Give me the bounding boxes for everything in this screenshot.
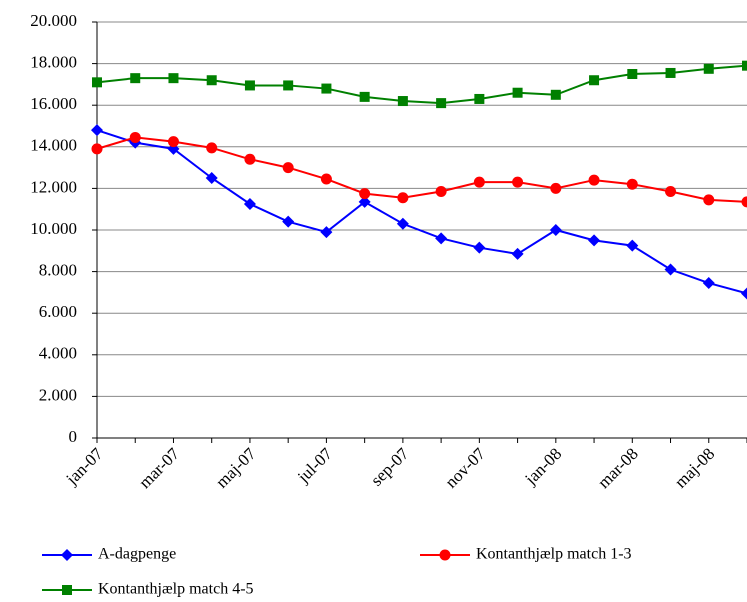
x-tick-label: jul-07 [293, 444, 336, 487]
y-tick-label: 8.000 [39, 261, 77, 280]
x-tick-label: mar-08 [594, 444, 642, 492]
point [588, 234, 601, 247]
point [512, 176, 524, 188]
series-line [96, 129, 747, 295]
point [244, 80, 255, 91]
y-tick-label: 14.000 [30, 136, 77, 155]
y-tick-label: 2.000 [39, 385, 77, 404]
point [665, 186, 677, 198]
point [550, 182, 562, 194]
point [397, 192, 409, 204]
y-tick-label: 0 [69, 427, 78, 446]
legend-marker [62, 585, 72, 595]
point [473, 241, 486, 254]
point [702, 277, 715, 290]
point [282, 162, 294, 174]
point [397, 96, 408, 107]
point [244, 153, 256, 165]
series-line [96, 136, 747, 203]
series-line [96, 64, 747, 105]
x-tick-label: maj-08 [671, 444, 718, 491]
point [206, 142, 218, 154]
point [435, 186, 447, 198]
x-tick-label: sep-07 [367, 444, 413, 490]
legend-label: Kontanthjælp match 1-3 [476, 546, 632, 563]
point [359, 188, 371, 200]
point [703, 63, 714, 74]
legend-label: Kontanthjælp match 4-5 [98, 581, 254, 598]
point [320, 173, 332, 185]
point [741, 196, 747, 208]
point [320, 226, 333, 239]
point [167, 136, 179, 148]
legend-marker [61, 549, 73, 561]
y-tick-label: 16.000 [30, 94, 77, 113]
legend-label: A-dagpenge [98, 546, 176, 563]
y-tick-label: 4.000 [39, 344, 77, 363]
point [91, 124, 103, 137]
point [91, 143, 103, 155]
point [436, 98, 447, 109]
point [512, 87, 523, 98]
point [321, 83, 332, 94]
point [129, 131, 141, 143]
point [473, 176, 485, 188]
point [627, 69, 638, 79]
point [92, 77, 102, 88]
point [741, 287, 747, 300]
point [283, 80, 294, 91]
x-tick-label: mar-07 [135, 444, 183, 492]
point [474, 93, 485, 104]
point [665, 67, 676, 78]
point [358, 195, 371, 208]
point [435, 232, 448, 245]
point [589, 75, 600, 86]
y-tick-label: 20.000 [30, 11, 77, 30]
point [243, 198, 256, 210]
y-tick-label: 10.000 [30, 219, 77, 238]
x-tick-label: maj-07 [212, 444, 260, 492]
point [664, 263, 677, 276]
x-tick-label: jan-07 [62, 444, 107, 489]
point [168, 73, 179, 84]
point [549, 224, 562, 236]
point [359, 91, 370, 102]
point [130, 73, 141, 84]
point [205, 172, 218, 184]
point [396, 217, 409, 230]
x-tick-label: nov-07 [441, 444, 489, 492]
point [588, 174, 600, 186]
point [511, 247, 524, 260]
point [626, 239, 639, 252]
legend-marker [439, 549, 451, 561]
point [626, 178, 638, 190]
y-tick-label: 18.000 [30, 53, 77, 72]
y-tick-label: 12.000 [30, 177, 77, 196]
point [550, 89, 561, 100]
point [742, 60, 747, 71]
point [703, 194, 715, 206]
x-tick-label: jan-08 [521, 444, 566, 489]
point [206, 75, 217, 86]
point [282, 215, 295, 228]
y-tick-label: 6.000 [39, 302, 77, 321]
